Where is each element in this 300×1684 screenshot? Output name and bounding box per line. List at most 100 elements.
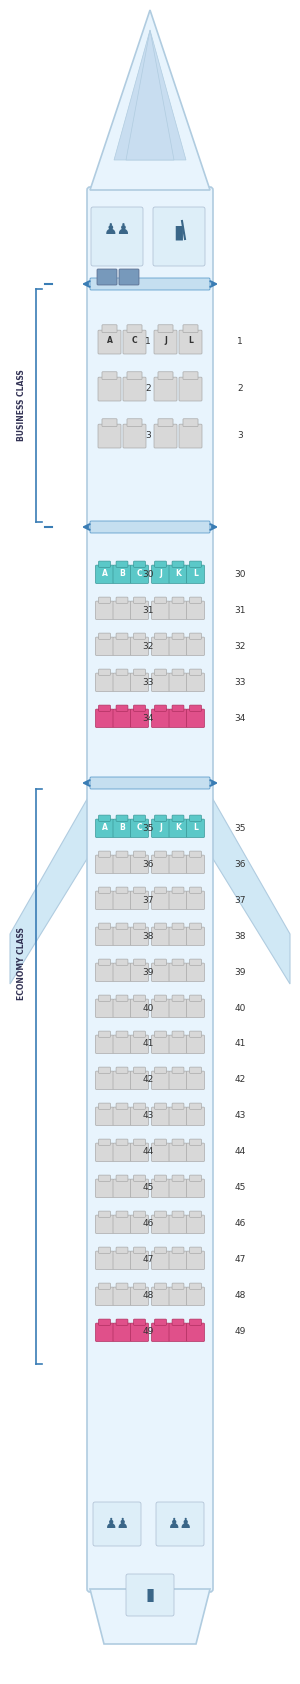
FancyBboxPatch shape bbox=[116, 706, 128, 711]
Text: 43: 43 bbox=[234, 1111, 246, 1120]
FancyBboxPatch shape bbox=[95, 1324, 113, 1342]
FancyBboxPatch shape bbox=[134, 1248, 146, 1253]
FancyBboxPatch shape bbox=[113, 1036, 131, 1054]
FancyBboxPatch shape bbox=[190, 815, 201, 822]
FancyBboxPatch shape bbox=[130, 637, 148, 655]
Text: 3: 3 bbox=[145, 431, 151, 440]
FancyBboxPatch shape bbox=[187, 891, 205, 909]
FancyBboxPatch shape bbox=[91, 207, 143, 266]
FancyBboxPatch shape bbox=[130, 891, 148, 909]
FancyBboxPatch shape bbox=[152, 928, 169, 945]
Text: 35: 35 bbox=[142, 823, 154, 832]
FancyBboxPatch shape bbox=[187, 1324, 205, 1342]
Text: 37: 37 bbox=[234, 896, 246, 904]
FancyBboxPatch shape bbox=[169, 674, 187, 692]
FancyBboxPatch shape bbox=[130, 566, 148, 583]
Text: C: C bbox=[137, 569, 142, 578]
FancyBboxPatch shape bbox=[99, 887, 110, 893]
Text: B: B bbox=[119, 822, 125, 832]
FancyBboxPatch shape bbox=[156, 1502, 204, 1546]
FancyBboxPatch shape bbox=[130, 674, 148, 692]
FancyBboxPatch shape bbox=[99, 669, 110, 675]
FancyBboxPatch shape bbox=[95, 1036, 113, 1054]
Polygon shape bbox=[90, 1590, 210, 1644]
Text: 3: 3 bbox=[237, 431, 243, 440]
Text: ♟♟: ♟♟ bbox=[103, 222, 130, 237]
FancyBboxPatch shape bbox=[172, 923, 184, 930]
Text: 48: 48 bbox=[234, 1292, 246, 1300]
FancyBboxPatch shape bbox=[127, 325, 142, 332]
FancyBboxPatch shape bbox=[169, 1036, 187, 1054]
FancyBboxPatch shape bbox=[172, 633, 184, 640]
FancyBboxPatch shape bbox=[99, 561, 110, 568]
FancyBboxPatch shape bbox=[152, 637, 169, 655]
Text: 34: 34 bbox=[142, 714, 154, 722]
FancyBboxPatch shape bbox=[152, 566, 169, 583]
Text: L: L bbox=[193, 822, 198, 832]
Text: 37: 37 bbox=[142, 896, 154, 904]
FancyBboxPatch shape bbox=[169, 601, 187, 620]
FancyBboxPatch shape bbox=[187, 855, 205, 874]
FancyBboxPatch shape bbox=[130, 855, 148, 874]
Text: 41: 41 bbox=[234, 1039, 246, 1049]
FancyBboxPatch shape bbox=[169, 928, 187, 945]
FancyBboxPatch shape bbox=[154, 1175, 166, 1182]
FancyBboxPatch shape bbox=[190, 1283, 201, 1290]
FancyBboxPatch shape bbox=[130, 1251, 148, 1270]
FancyBboxPatch shape bbox=[116, 815, 128, 822]
FancyBboxPatch shape bbox=[172, 815, 184, 822]
Text: 2: 2 bbox=[145, 384, 151, 392]
FancyBboxPatch shape bbox=[154, 561, 166, 568]
FancyBboxPatch shape bbox=[99, 598, 110, 603]
FancyBboxPatch shape bbox=[172, 887, 184, 893]
FancyBboxPatch shape bbox=[154, 887, 166, 893]
Text: 46: 46 bbox=[234, 1219, 246, 1229]
FancyBboxPatch shape bbox=[95, 999, 113, 1017]
FancyBboxPatch shape bbox=[127, 419, 142, 426]
FancyBboxPatch shape bbox=[134, 960, 146, 965]
FancyBboxPatch shape bbox=[169, 1179, 187, 1197]
FancyBboxPatch shape bbox=[154, 1138, 166, 1145]
FancyBboxPatch shape bbox=[187, 1216, 205, 1233]
FancyBboxPatch shape bbox=[134, 669, 146, 675]
FancyBboxPatch shape bbox=[187, 1143, 205, 1162]
FancyBboxPatch shape bbox=[113, 855, 131, 874]
FancyBboxPatch shape bbox=[116, 960, 128, 965]
FancyBboxPatch shape bbox=[169, 999, 187, 1017]
FancyBboxPatch shape bbox=[130, 963, 148, 982]
FancyBboxPatch shape bbox=[95, 1216, 113, 1233]
Text: A: A bbox=[102, 569, 107, 578]
FancyBboxPatch shape bbox=[152, 1324, 169, 1342]
FancyBboxPatch shape bbox=[130, 818, 148, 837]
FancyBboxPatch shape bbox=[116, 887, 128, 893]
FancyBboxPatch shape bbox=[123, 424, 146, 448]
FancyBboxPatch shape bbox=[154, 1068, 166, 1073]
FancyBboxPatch shape bbox=[190, 669, 201, 675]
FancyBboxPatch shape bbox=[152, 709, 169, 727]
FancyBboxPatch shape bbox=[113, 1324, 131, 1342]
Polygon shape bbox=[90, 10, 210, 190]
FancyBboxPatch shape bbox=[99, 995, 110, 1002]
Text: BUSINESS CLASS: BUSINESS CLASS bbox=[17, 369, 26, 441]
FancyBboxPatch shape bbox=[134, 561, 146, 568]
FancyBboxPatch shape bbox=[183, 372, 198, 379]
FancyBboxPatch shape bbox=[123, 330, 146, 354]
FancyBboxPatch shape bbox=[152, 1251, 169, 1270]
FancyBboxPatch shape bbox=[169, 1324, 187, 1342]
FancyBboxPatch shape bbox=[130, 1287, 148, 1305]
FancyBboxPatch shape bbox=[183, 325, 198, 332]
FancyBboxPatch shape bbox=[90, 776, 210, 790]
FancyBboxPatch shape bbox=[187, 999, 205, 1017]
FancyBboxPatch shape bbox=[113, 999, 131, 1017]
FancyBboxPatch shape bbox=[90, 520, 210, 534]
FancyBboxPatch shape bbox=[98, 424, 121, 448]
FancyBboxPatch shape bbox=[116, 923, 128, 930]
FancyBboxPatch shape bbox=[190, 960, 201, 965]
FancyBboxPatch shape bbox=[154, 1319, 166, 1325]
FancyBboxPatch shape bbox=[119, 269, 139, 285]
FancyBboxPatch shape bbox=[130, 1179, 148, 1197]
FancyBboxPatch shape bbox=[113, 963, 131, 982]
FancyBboxPatch shape bbox=[152, 818, 169, 837]
FancyBboxPatch shape bbox=[99, 815, 110, 822]
FancyBboxPatch shape bbox=[169, 1287, 187, 1305]
